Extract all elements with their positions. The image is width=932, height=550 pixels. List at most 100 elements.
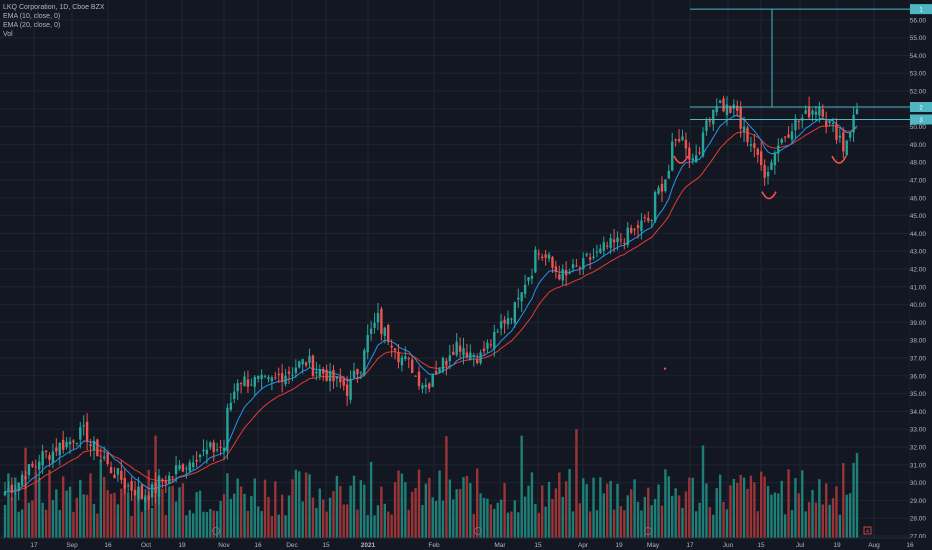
volume-bar — [270, 515, 274, 538]
candle-body — [191, 462, 195, 468]
volume-bar — [10, 497, 14, 538]
candle-body — [814, 111, 818, 115]
volume-bar — [387, 511, 390, 538]
volume-bar — [712, 514, 715, 538]
candle-body — [558, 274, 561, 280]
volume-bar — [759, 471, 763, 538]
candle-body — [770, 162, 773, 170]
volume-bar — [219, 501, 222, 538]
candle-body — [3, 491, 7, 496]
candle-body — [380, 308, 383, 334]
candle-body — [400, 357, 404, 366]
candle-body — [729, 106, 732, 113]
candle-body — [89, 444, 92, 446]
volume-bar — [732, 478, 736, 538]
candle-body — [493, 331, 496, 350]
volume-bar — [739, 474, 742, 538]
candle-body — [554, 266, 558, 272]
volume-bar — [777, 493, 780, 538]
candle-body — [103, 456, 106, 459]
volume-bar — [472, 513, 475, 538]
volume-bar — [650, 505, 653, 538]
candle-body — [578, 267, 582, 269]
candle-body — [588, 257, 592, 260]
volume-bar — [79, 479, 82, 538]
volume-bar — [616, 483, 619, 538]
volume-bar — [373, 515, 376, 538]
candle-body — [287, 371, 291, 374]
candle-body — [51, 451, 55, 464]
candle-body — [233, 391, 236, 399]
candle-body — [527, 277, 530, 281]
volume-bar — [554, 488, 558, 538]
volume-bar — [729, 485, 732, 538]
volume-bar — [475, 468, 479, 538]
candle-body — [304, 362, 308, 366]
bottom-marker — [673, 155, 689, 164]
candle-body — [31, 463, 34, 467]
volume-bar — [493, 508, 496, 538]
volume-bar — [479, 493, 482, 538]
volume-bar — [561, 496, 564, 538]
volume-bar — [465, 475, 469, 538]
volume-bar — [390, 514, 393, 538]
candle-body — [82, 425, 85, 427]
drawings-layer — [663, 8, 910, 370]
volume-bar — [746, 488, 749, 538]
volume-bar — [157, 475, 161, 538]
volume-bar — [848, 493, 852, 538]
chart-legend: LKQ Corporation, 1D, Cboe BZX EMA (10, c… — [3, 3, 105, 39]
candle-body — [681, 136, 684, 141]
candle-body — [356, 368, 359, 375]
candle-body — [24, 476, 27, 480]
candle-body — [691, 158, 694, 161]
volume-bar — [178, 487, 181, 538]
volume-bar — [445, 436, 448, 538]
volume-bar — [383, 503, 387, 538]
volume-bar — [486, 498, 489, 538]
time-tick-label: Feb — [428, 542, 440, 549]
candle-body — [739, 106, 742, 129]
candle-body — [106, 453, 109, 464]
volume-bar — [763, 476, 766, 538]
price-tick-label: 39.00 — [910, 320, 927, 327]
candle-body — [17, 482, 20, 491]
volume-bar — [92, 504, 96, 538]
time-tick-label: Nov — [218, 542, 230, 549]
candle-body — [38, 461, 41, 470]
bottom-marker — [831, 155, 847, 164]
volume-bar — [68, 486, 72, 538]
candle-body — [373, 322, 376, 328]
candle-body — [72, 440, 75, 443]
volume-bar — [120, 488, 123, 538]
candle-body — [650, 220, 653, 222]
time-tick-label: 17 — [30, 542, 38, 549]
volume-bar — [342, 504, 345, 538]
candle-body — [787, 134, 790, 138]
volume-bar — [51, 499, 55, 538]
volume-bar — [75, 497, 79, 538]
candle-body — [404, 356, 407, 360]
volume-bar — [722, 501, 725, 538]
candle-body — [657, 187, 660, 194]
volume-bar — [506, 512, 510, 538]
volume-bar — [705, 483, 708, 538]
volume-bar — [298, 471, 301, 538]
candle-body — [503, 319, 506, 324]
volume-bar — [664, 469, 667, 538]
candle-body — [342, 378, 345, 386]
price-tick-label: 47.00 — [910, 178, 927, 185]
volume-bar — [250, 495, 253, 538]
candle-body — [469, 352, 472, 361]
candle-body — [171, 476, 174, 478]
candle-body — [10, 484, 14, 493]
candle-body — [243, 376, 246, 387]
price-tick-label: 40.00 — [910, 302, 927, 309]
volume-bar — [736, 482, 739, 538]
volume-bar — [345, 504, 349, 538]
candle-body — [123, 477, 126, 489]
volume-bar — [195, 492, 198, 538]
axis-flag-3-bg — [910, 114, 932, 125]
